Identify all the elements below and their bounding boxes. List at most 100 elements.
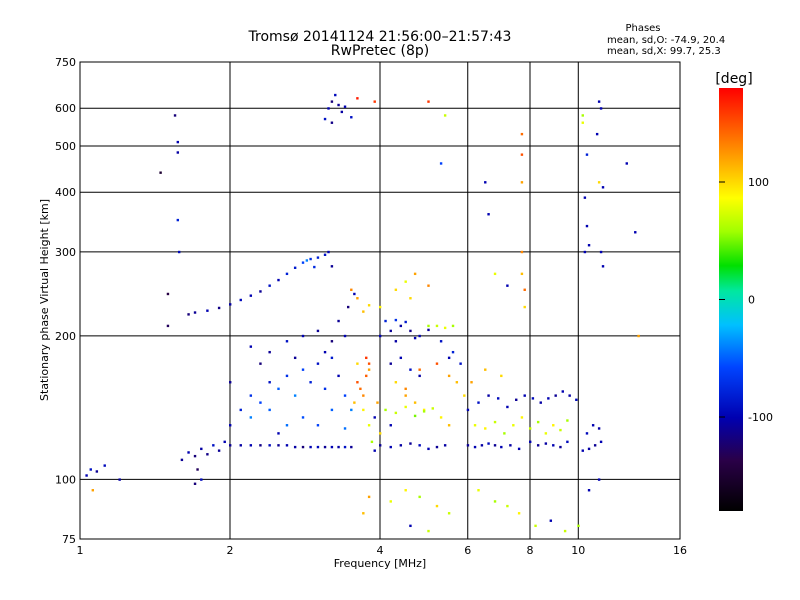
data-point xyxy=(217,306,221,310)
data-point xyxy=(451,350,455,354)
data-point xyxy=(343,394,347,397)
data-point xyxy=(536,420,540,424)
data-point xyxy=(435,362,439,365)
data-point xyxy=(477,489,480,492)
data-point xyxy=(316,445,320,449)
data-point xyxy=(534,524,537,528)
data-point xyxy=(597,181,601,184)
data-point xyxy=(599,440,603,444)
data-point xyxy=(575,398,578,401)
colorbar-label: [deg] xyxy=(715,71,752,87)
data-point xyxy=(343,427,347,430)
data-point xyxy=(343,445,347,449)
data-point xyxy=(309,381,312,384)
data-point xyxy=(249,345,253,348)
data-point xyxy=(330,408,334,412)
data-point xyxy=(85,474,88,477)
data-point xyxy=(200,447,203,451)
data-point xyxy=(353,401,356,404)
data-point xyxy=(313,265,316,269)
data-point xyxy=(409,297,412,300)
data-point xyxy=(544,442,548,445)
data-point xyxy=(455,381,459,384)
data-point xyxy=(350,445,353,449)
data-point xyxy=(362,512,365,515)
data-point xyxy=(193,454,197,458)
data-point xyxy=(293,394,297,397)
data-point xyxy=(634,231,637,234)
data-point xyxy=(394,288,398,291)
data-point xyxy=(268,444,271,447)
data-point xyxy=(593,444,597,447)
plot-frame xyxy=(79,61,681,540)
grid-lines xyxy=(80,62,680,539)
data-point xyxy=(323,387,327,391)
data-point xyxy=(362,310,365,313)
data-point xyxy=(394,381,398,384)
data-point xyxy=(180,458,184,462)
data-point xyxy=(223,440,226,444)
data-point xyxy=(413,401,417,404)
data-point xyxy=(536,444,540,447)
data-point xyxy=(343,105,347,108)
data-point xyxy=(552,424,555,427)
data-point xyxy=(435,445,439,449)
data-point xyxy=(196,468,199,471)
data-point xyxy=(309,257,312,261)
data-point xyxy=(547,397,550,400)
data-point xyxy=(520,181,524,184)
data-point xyxy=(503,432,506,435)
data-point xyxy=(549,519,553,522)
x-tick-label: 1 xyxy=(77,544,84,557)
data-point xyxy=(473,424,477,427)
data-point xyxy=(229,303,232,306)
data-point xyxy=(587,489,591,492)
data-point xyxy=(583,196,587,199)
data-point xyxy=(173,114,177,117)
data-point xyxy=(422,410,426,413)
data-point xyxy=(373,449,376,452)
data-point xyxy=(447,512,451,515)
data-point xyxy=(404,280,407,283)
data-point xyxy=(427,529,430,533)
data-point xyxy=(493,444,497,447)
data-point xyxy=(268,350,271,354)
data-point xyxy=(439,416,443,419)
data-point xyxy=(470,381,473,384)
data-point xyxy=(559,445,562,449)
data-point xyxy=(409,524,412,528)
y-tick-labels: 75 100 200 300 400 500 600 750 xyxy=(55,56,76,546)
data-point xyxy=(389,500,392,503)
data-point xyxy=(506,504,509,508)
data-point xyxy=(166,324,170,328)
data-point xyxy=(637,334,640,338)
data-point xyxy=(89,468,92,471)
data-point xyxy=(473,445,477,449)
data-point xyxy=(249,294,253,297)
data-point xyxy=(293,445,297,449)
data-point xyxy=(103,464,106,467)
data-point xyxy=(520,416,524,419)
data-point xyxy=(539,401,542,404)
data-point xyxy=(239,444,242,447)
data-point xyxy=(337,445,340,449)
data-point xyxy=(487,213,490,216)
data-point xyxy=(95,470,99,473)
data-point xyxy=(427,284,430,287)
data-point xyxy=(323,445,327,449)
y-axis-label: Stationary phase Virtual Height [km] xyxy=(38,199,51,401)
data-point xyxy=(301,416,305,419)
data-point xyxy=(277,278,280,282)
data-point xyxy=(515,398,518,401)
data-point xyxy=(337,374,340,378)
data-point xyxy=(399,324,403,328)
data-point xyxy=(443,444,447,447)
data-point xyxy=(523,394,526,397)
data-point xyxy=(447,424,451,427)
data-point xyxy=(277,444,280,447)
data-point xyxy=(187,313,190,316)
data-point xyxy=(509,444,512,447)
data-point xyxy=(330,356,334,360)
data-point xyxy=(389,445,392,449)
data-point xyxy=(529,427,532,430)
